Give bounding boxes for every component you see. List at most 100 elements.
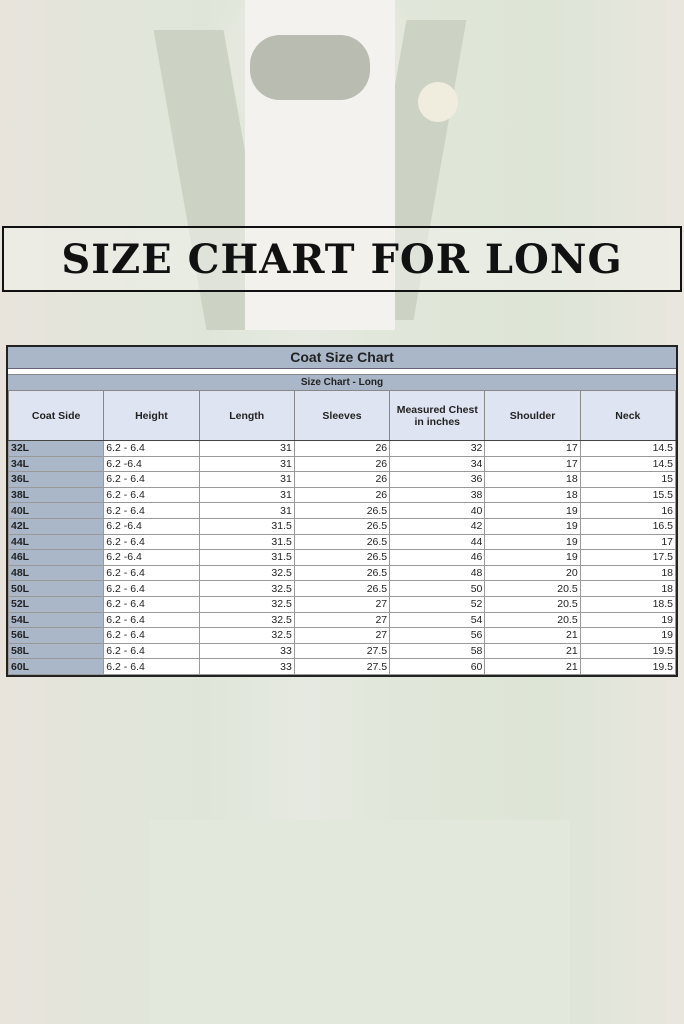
table-row: 52L 6.2 - 6.4 32.5 27 52 20.5 18.5 bbox=[7, 595, 677, 613]
trousers bbox=[150, 820, 570, 1024]
table-cell: 19.5 bbox=[579, 642, 677, 660]
table-cell: 18.5 bbox=[579, 595, 677, 613]
table-cell: 26.5 bbox=[293, 580, 391, 597]
table-row: 50L 6.2 - 6.4 32.5 26.5 50 20.5 18 bbox=[7, 580, 677, 597]
table-cell: 52L bbox=[7, 595, 105, 613]
table-cell: 26.5 bbox=[293, 549, 391, 566]
table-cell: 16.5 bbox=[579, 517, 677, 535]
table-cell: 19 bbox=[484, 517, 581, 535]
table-cell: 56L bbox=[7, 627, 105, 644]
table-cell: 54 bbox=[389, 611, 486, 629]
table-cell: 32.5 bbox=[198, 564, 295, 582]
table-cell: 56 bbox=[389, 627, 486, 644]
table-cell: 32L bbox=[7, 440, 105, 457]
table-cell: 6.2 - 6.4 bbox=[103, 486, 200, 504]
table-cell: 6.2 - 6.4 bbox=[103, 471, 200, 488]
table-cell: 6.2 - 6.4 bbox=[103, 642, 200, 660]
table-cell: 31.5 bbox=[198, 533, 295, 551]
table-row: 46L 6.2 -6.4 31.5 26.5 46 19 17.5 bbox=[7, 549, 677, 566]
table-cell: 54L bbox=[7, 611, 105, 629]
table-cell: 58 bbox=[389, 642, 486, 660]
table-cell: 18 bbox=[484, 471, 581, 488]
table-row: 44L 6.2 - 6.4 31.5 26.5 44 19 17 bbox=[7, 533, 677, 551]
table-cell: 31 bbox=[198, 502, 295, 519]
table-cell: 27 bbox=[293, 595, 391, 613]
page-title: SIZE CHART FOR LONG bbox=[61, 235, 623, 283]
table-cell: 42 bbox=[389, 517, 486, 535]
table-cell: 6.2 - 6.4 bbox=[103, 502, 200, 519]
table-cell: 19.5 bbox=[579, 658, 677, 675]
table-cell: 48L bbox=[7, 564, 105, 582]
table-cell: 36L bbox=[7, 471, 105, 488]
table-cell: 31 bbox=[198, 471, 295, 488]
table-cell: 31 bbox=[198, 440, 295, 457]
table-cell: 19 bbox=[579, 627, 677, 644]
table-cell: 18 bbox=[579, 564, 677, 582]
table-cell: 6.2 - 6.4 bbox=[103, 580, 200, 597]
table-row: 60L 6.2 - 6.4 33 27.5 60 21 19.5 bbox=[7, 658, 677, 675]
table-cell: 18 bbox=[484, 486, 581, 504]
table-cell: 32 bbox=[389, 440, 486, 457]
table-cell: 58L bbox=[7, 642, 105, 660]
table-cell: 6.2 -6.4 bbox=[103, 549, 200, 566]
table-cell: 40L bbox=[7, 502, 105, 519]
table-cell: 31 bbox=[198, 455, 295, 473]
table-cell: 21 bbox=[484, 642, 581, 660]
table-cell: 6.2 - 6.4 bbox=[103, 564, 200, 582]
table-cell: 20.5 bbox=[484, 580, 581, 597]
column-header: Measured Chest in inches bbox=[389, 390, 486, 441]
table-cell: 6.2 - 6.4 bbox=[103, 611, 200, 629]
column-header: Neck bbox=[579, 390, 677, 441]
table-cell: 27.5 bbox=[293, 658, 391, 675]
column-header: Coat Side bbox=[7, 390, 105, 441]
table-cell: 27 bbox=[293, 611, 391, 629]
table-cell: 16 bbox=[579, 502, 677, 519]
table-cell: 26 bbox=[293, 471, 391, 488]
table-row: 32L 6.2 - 6.4 31 26 32 17 14.5 bbox=[7, 440, 677, 457]
table-title: Coat Size Chart bbox=[8, 347, 676, 369]
table-row: 38L 6.2 - 6.4 31 26 38 18 15.5 bbox=[7, 486, 677, 504]
table-cell: 60 bbox=[389, 658, 486, 675]
table-cell: 31.5 bbox=[198, 517, 295, 535]
table-cell: 26 bbox=[293, 440, 391, 457]
table-cell: 26 bbox=[293, 486, 391, 504]
table-cell: 17.5 bbox=[579, 549, 677, 566]
table-cell: 44L bbox=[7, 533, 105, 551]
table-row: 34L 6.2 -6.4 31 26 34 17 14.5 bbox=[7, 455, 677, 473]
table-cell: 6.2 - 6.4 bbox=[103, 440, 200, 457]
table-cell: 21 bbox=[484, 627, 581, 644]
title-banner: SIZE CHART FOR LONG bbox=[2, 226, 682, 292]
column-header: Sleeves bbox=[293, 390, 391, 441]
table-row: 40L 6.2 - 6.4 31 26.5 40 19 16 bbox=[7, 502, 677, 519]
table-cell: 20.5 bbox=[484, 595, 581, 613]
column-header: Shoulder bbox=[484, 390, 581, 441]
table-cell: 19 bbox=[579, 611, 677, 629]
column-header: Length bbox=[198, 390, 295, 441]
table-cell: 6.2 -6.4 bbox=[103, 455, 200, 473]
table-cell: 34 bbox=[389, 455, 486, 473]
table-cell: 34L bbox=[7, 455, 105, 473]
table-cell: 32.5 bbox=[198, 611, 295, 629]
table-row: 54L 6.2 - 6.4 32.5 27 54 20.5 19 bbox=[7, 611, 677, 629]
table-cell: 46L bbox=[7, 549, 105, 566]
table-cell: 32.5 bbox=[198, 595, 295, 613]
table-cell: 26.5 bbox=[293, 564, 391, 582]
table-cell: 17 bbox=[579, 533, 677, 551]
table-cell: 20 bbox=[484, 564, 581, 582]
table-cell: 19 bbox=[484, 533, 581, 551]
table-row: 42L 6.2 -6.4 31.5 26.5 42 19 16.5 bbox=[7, 517, 677, 535]
table-cell: 46 bbox=[389, 549, 486, 566]
table-cell: 6.2 -6.4 bbox=[103, 517, 200, 535]
table-cell: 31 bbox=[198, 486, 295, 504]
table-cell: 26.5 bbox=[293, 533, 391, 551]
table-cell: 26.5 bbox=[293, 517, 391, 535]
table-cell: 33 bbox=[198, 658, 295, 675]
table-cell: 19 bbox=[484, 549, 581, 566]
table-cell: 6.2 - 6.4 bbox=[103, 533, 200, 551]
table-cell: 18 bbox=[579, 580, 677, 597]
table-cell: 32.5 bbox=[198, 627, 295, 644]
table-cell: 20.5 bbox=[484, 611, 581, 629]
table-subtitle: Size Chart - Long bbox=[8, 374, 676, 390]
table-cell: 40 bbox=[389, 502, 486, 519]
table-cell: 17 bbox=[484, 440, 581, 457]
